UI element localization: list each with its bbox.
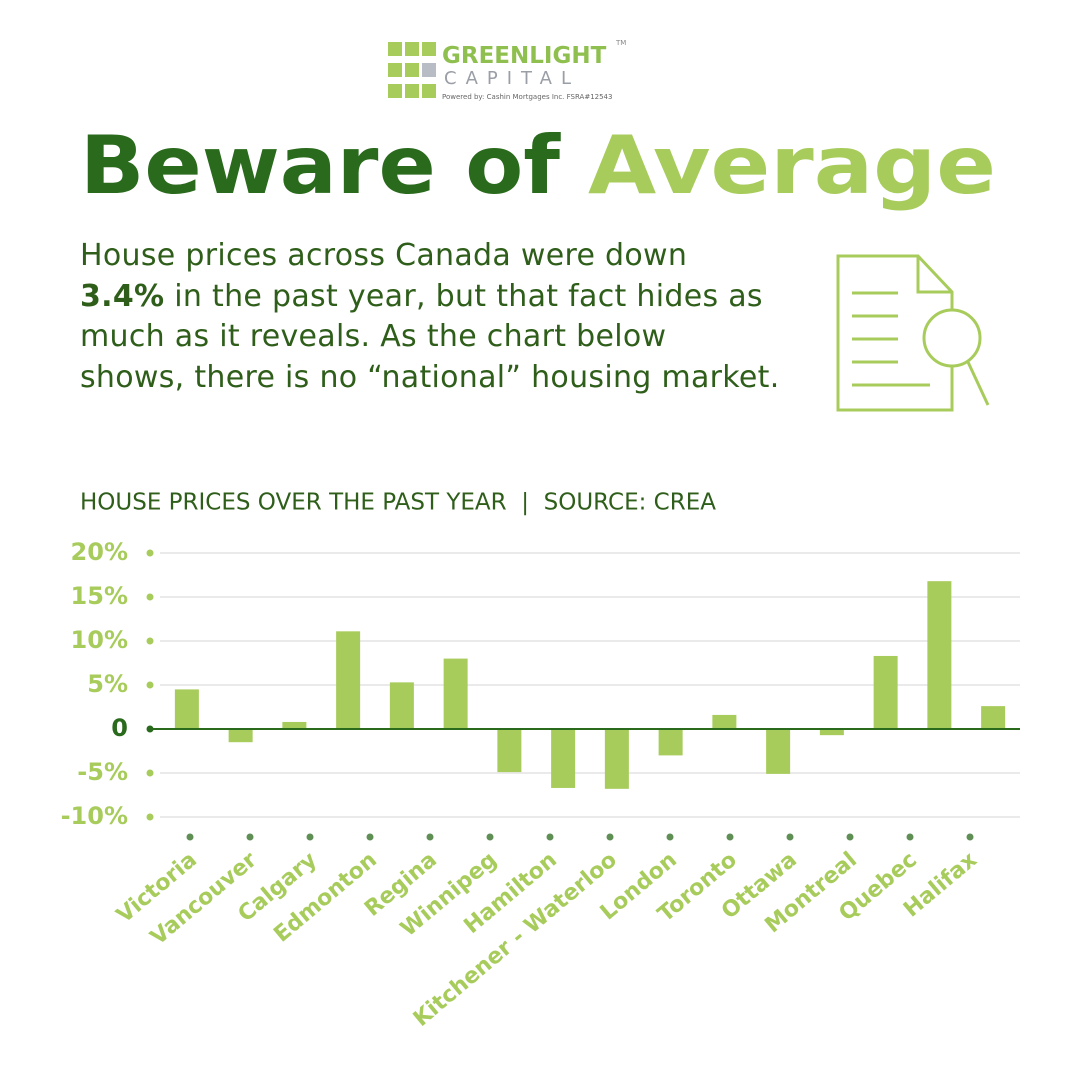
x-tick-mark [966,833,974,841]
x-tick-mark [486,833,494,841]
bar [282,721,307,729]
headline-part1: Beware of [80,119,561,212]
y-tick-label: -5% [77,758,128,786]
x-tick-mark [786,833,794,841]
y-tick-label: 10% [71,626,128,654]
x-tick-mark [186,833,194,841]
x-tick-mark [546,833,554,841]
powered-by: Powered by: Cashin Mortgages Inc. FSRA#1… [442,93,612,101]
brand: GREENLIGHT [442,43,607,69]
x-tick-mark [906,833,914,841]
bar [927,581,952,729]
x-tick-mark [246,833,254,841]
y-tick-label: -10% [61,802,128,830]
y-tick-mark [146,769,154,777]
x-tick-mark [306,833,314,841]
y-tick-mark [146,593,154,601]
bar [497,729,522,773]
body-part: House prices across Canada were down [80,238,688,273]
bar [336,631,361,729]
x-tick-mark [606,833,614,841]
trademark: TM [615,39,626,47]
bar [819,729,844,736]
headline-part2: Average [588,119,996,212]
y-tick-mark [146,637,154,645]
y-tick-mark [146,681,154,689]
bar [174,689,199,729]
bar [228,729,253,743]
bar [981,706,1006,729]
y-tick-label: 20% [71,538,128,566]
y-tick-label: 15% [71,582,128,610]
body-part: in the past year, but that fact hides as… [80,278,780,395]
bar [658,729,683,756]
bar [604,729,629,789]
bar [712,714,737,729]
x-tick-mark [846,833,854,841]
x-tick-mark [366,833,374,841]
bar [551,729,576,788]
y-tick-mark [146,549,154,557]
y-tick-label: 0 [111,714,128,742]
bar [766,729,791,774]
logo-mark [388,42,436,98]
y-tick-label: 5% [87,670,128,698]
bar [389,682,414,729]
bar [873,655,898,729]
document-icon [836,254,990,412]
brand-sub: CAPITAL [444,68,580,89]
chart-title: HOUSE PRICES OVER THE PAST YEAR | SOURCE… [80,490,716,516]
body-text: House prices across Canada were down 3.4… [80,236,780,398]
body-highlight: 3.4% [80,278,165,314]
y-tick-mark [146,813,154,821]
x-tick-mark [726,833,734,841]
x-tick-mark [426,833,434,841]
bar [443,658,468,729]
x-tick-mark [666,833,674,841]
